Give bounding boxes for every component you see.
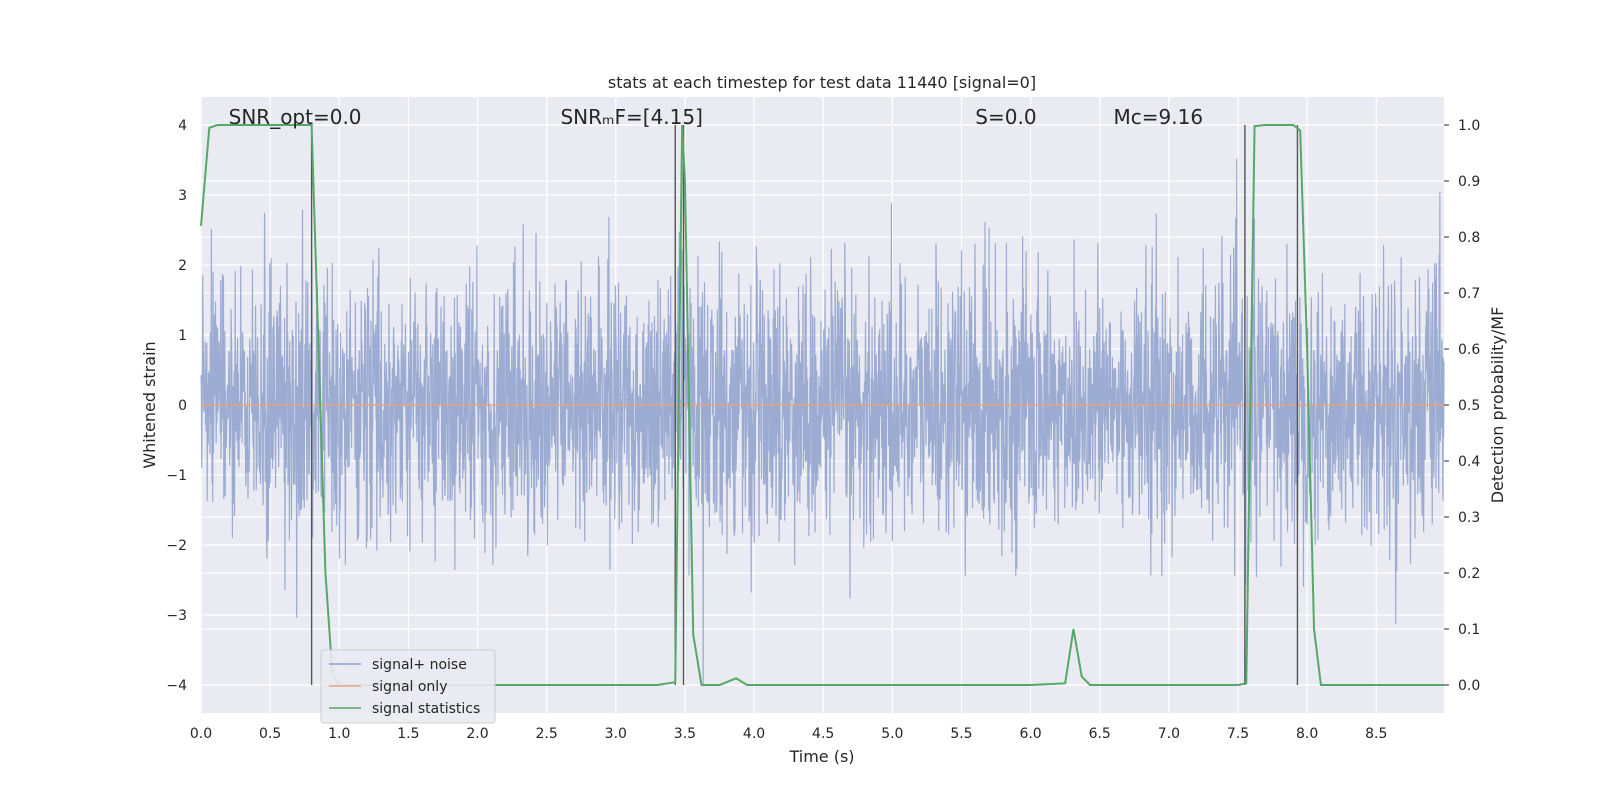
chart-title: stats at each timestep for test data 114… <box>608 73 1036 92</box>
annotation-text: Mᴄ=9.16 <box>1114 105 1204 129</box>
x-axis-ticks: 0.0 0.5 1.0 1.5 2.0 2.5 3.0 3.5 4.0 4.5 5.0 5.5 6.0 6… <box>190 726 1388 742</box>
x-tick-label: 5.5 <box>950 726 972 742</box>
y-axis-right-ticks: 1.0 0.9 0.8 0.7 0.6 0.5 0.4 0.3 0.2 0.1 0.0 <box>1444 118 1480 694</box>
x-axis-label: Time (s) <box>788 747 854 766</box>
y-axis-right-label: Detection probability/MF <box>1488 307 1507 504</box>
x-tick-label: 6.0 <box>1019 726 1041 742</box>
y-right-tick-label: 0.5 <box>1458 398 1480 414</box>
x-tick-label: 2.5 <box>536 726 558 742</box>
y-left-tick-label: 2 <box>178 258 187 274</box>
x-tick-label: 1.0 <box>328 726 350 742</box>
x-tick-label: 1.5 <box>397 726 419 742</box>
legend-box <box>320 649 496 724</box>
y-axis-left-label: Whitened strain <box>140 341 159 468</box>
signal-noise-line <box>200 158 1445 686</box>
y-left-tick-label: 0 <box>178 398 187 414</box>
y-left-tick-label: −3 <box>166 608 187 624</box>
annotation-text: S=0.0 <box>975 105 1036 129</box>
y-left-tick-label: −2 <box>166 538 187 554</box>
y-left-tick-label: −1 <box>166 468 187 484</box>
series-signal-statistics <box>200 124 1444 686</box>
legend-label-signal-only: signal only <box>372 679 447 695</box>
annotation-text: SNR_opt=0.0 <box>229 105 362 129</box>
legend: signal+ noise signal only signal statist… <box>320 649 496 724</box>
x-tick-label: 0.5 <box>259 726 281 742</box>
x-tick-label: 6.5 <box>1089 726 1111 742</box>
x-tick-label: 3.5 <box>674 726 696 742</box>
x-tick-label: 3.0 <box>605 726 627 742</box>
annotations: SNR_opt=0.0 SNRₘF=[4.15] S=0.0 Mᴄ=9.16 <box>229 105 1203 129</box>
legend-label-signal-statistics: signal statistics <box>372 701 480 717</box>
y-axis-left-ticks: 4 3 2 1 0 −1 −2 −3 −4 <box>166 118 187 694</box>
y-right-tick-label: 0.0 <box>1458 678 1480 694</box>
y-right-tick-label: 1.0 <box>1458 118 1480 134</box>
y-left-tick-label: 3 <box>178 188 187 204</box>
y-right-tick-label: 0.2 <box>1458 566 1480 582</box>
x-tick-label: 8.5 <box>1365 726 1387 742</box>
legend-label-signal-noise: signal+ noise <box>372 657 467 673</box>
y-right-tick-label: 0.9 <box>1458 174 1480 190</box>
x-tick-label: 5.0 <box>881 726 903 742</box>
x-tick-label: 7.0 <box>1158 726 1180 742</box>
signal-statistics-line <box>200 124 1444 686</box>
y-left-tick-label: −4 <box>166 678 187 694</box>
x-tick-label: 4.5 <box>812 726 834 742</box>
y-right-tick-label: 0.8 <box>1458 230 1480 246</box>
x-tick-label: 2.0 <box>466 726 488 742</box>
x-tick-label: 7.5 <box>1227 726 1249 742</box>
y-right-tick-label: 0.7 <box>1458 286 1480 302</box>
y-left-tick-label: 4 <box>178 118 187 134</box>
x-tick-label: 4.0 <box>743 726 765 742</box>
y-right-tick-label: 0.3 <box>1458 510 1480 526</box>
y-right-tick-label: 0.1 <box>1458 622 1480 638</box>
y-right-tick-label: 0.6 <box>1458 342 1480 358</box>
x-tick-label: 8.0 <box>1296 726 1318 742</box>
annotation-text: SNRₘF=[4.15] <box>560 105 702 129</box>
x-tick-label: 0.0 <box>190 726 212 742</box>
y-right-tick-label: 0.4 <box>1458 454 1480 470</box>
series-signal-noise <box>200 158 1445 686</box>
vertical-lines <box>310 125 1299 685</box>
y-left-tick-label: 1 <box>178 328 187 344</box>
